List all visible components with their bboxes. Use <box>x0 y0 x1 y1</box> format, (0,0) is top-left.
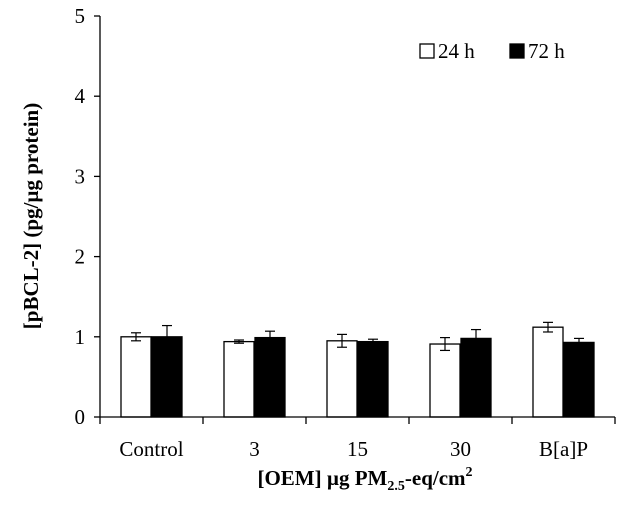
legend: 24 h 72 h <box>419 39 565 63</box>
x-axis-label: [OEM] µg PM2.5-eq/cm2 <box>257 465 472 494</box>
bar-24h <box>223 340 255 418</box>
y-tick-label: 3 <box>75 164 86 188</box>
legend-swatch <box>509 43 525 59</box>
x-tick-label: B[a]P <box>539 437 588 461</box>
x-tick-label: 3 <box>249 437 260 461</box>
bar-24h <box>532 326 564 418</box>
bar-72h <box>563 341 595 418</box>
bar-72h <box>151 336 183 418</box>
y-tick-label: 1 <box>75 325 86 349</box>
bar-24h <box>120 336 152 418</box>
x-axis-ticks: Control 3 15 30 B[a]P <box>99 417 616 461</box>
x-axis-label-middle: -eq/cm <box>405 466 466 490</box>
y-axis-label: [pBCL-2] (pg/µg protein) <box>19 103 43 329</box>
y-tick-label: 0 <box>75 405 86 429</box>
legend-label: 72 h <box>528 39 565 63</box>
y-axis-ticks: 0 1 2 3 4 5 <box>75 4 100 429</box>
y-tick-label: 5 <box>75 4 86 28</box>
x-tick-label: 30 <box>450 437 471 461</box>
x-axis-label-prefix: [OEM] µg PM <box>257 466 387 490</box>
bar-72h <box>357 340 389 418</box>
x-tick-label: Control <box>119 437 183 461</box>
y-tick-label: 2 <box>75 245 86 269</box>
x-axis-label-superscript: 2 <box>466 465 473 480</box>
bar-72h <box>460 337 492 418</box>
x-tick-label: 15 <box>347 437 368 461</box>
bar-72h <box>254 336 286 418</box>
y-tick-label: 4 <box>75 84 86 108</box>
bar-24h <box>326 340 358 418</box>
x-axis-label-subscript: 2.5 <box>387 479 405 494</box>
bars <box>120 321 595 418</box>
legend-swatch <box>419 43 435 59</box>
bar-24h <box>429 343 461 418</box>
legend-label: 24 h <box>438 39 475 63</box>
